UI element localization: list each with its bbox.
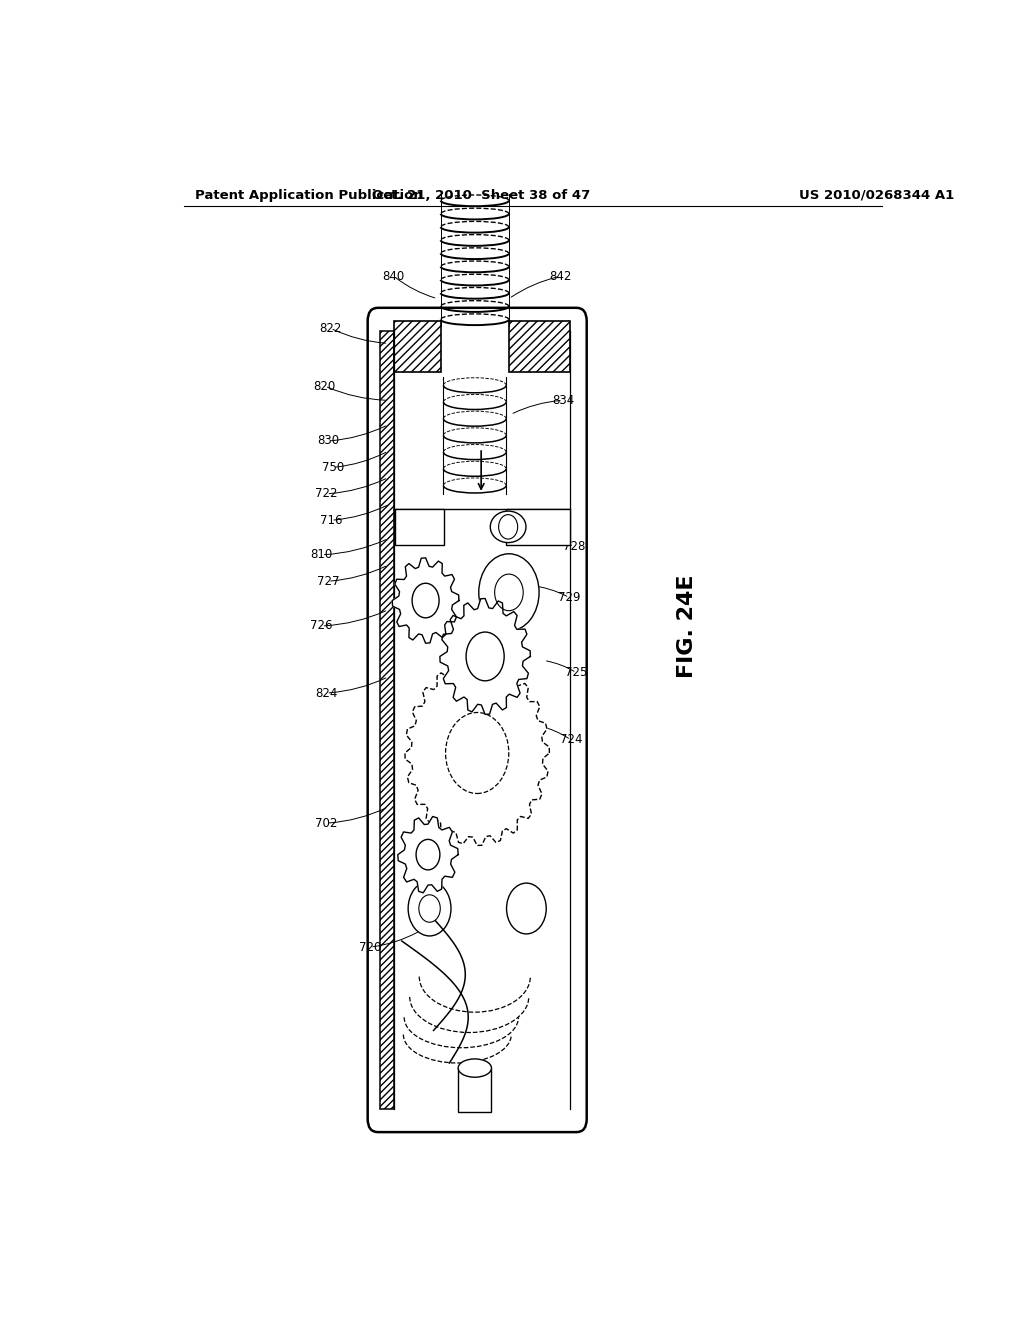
Text: 750: 750	[322, 461, 344, 474]
Bar	[395, 510, 444, 545]
Text: 724: 724	[559, 734, 582, 746]
Circle shape	[466, 632, 504, 681]
Text: 840: 840	[383, 269, 404, 282]
Text: 820: 820	[313, 380, 336, 392]
Text: 728: 728	[563, 540, 585, 553]
Circle shape	[416, 840, 440, 870]
Text: 727: 727	[316, 574, 339, 587]
Bar	[506, 510, 570, 545]
Polygon shape	[440, 598, 530, 714]
Circle shape	[419, 895, 440, 923]
Bar	[380, 331, 394, 1109]
Text: 842: 842	[549, 269, 571, 282]
Polygon shape	[404, 660, 550, 846]
Circle shape	[445, 713, 509, 793]
Text: Patent Application Publication: Patent Application Publication	[196, 189, 423, 202]
Circle shape	[499, 515, 518, 539]
Text: 720: 720	[358, 941, 381, 953]
Text: 729: 729	[558, 591, 581, 605]
Text: 702: 702	[315, 817, 338, 830]
Polygon shape	[397, 817, 458, 892]
Text: US 2010/0268344 A1: US 2010/0268344 A1	[799, 189, 953, 202]
Circle shape	[495, 574, 523, 611]
Bar	[509, 321, 570, 372]
Bar	[458, 1068, 492, 1111]
Polygon shape	[392, 558, 459, 643]
Text: 824: 824	[315, 686, 338, 700]
Text: 822: 822	[319, 322, 342, 335]
Bar	[380, 331, 394, 1109]
Text: 830: 830	[316, 434, 339, 447]
Text: 810: 810	[310, 548, 333, 561]
Ellipse shape	[490, 511, 526, 543]
Text: Oct. 21, 2010  Sheet 38 of 47: Oct. 21, 2010 Sheet 38 of 47	[372, 189, 590, 202]
Text: 834: 834	[552, 393, 574, 407]
Text: 726: 726	[310, 619, 333, 632]
Circle shape	[409, 880, 451, 936]
Text: 725: 725	[565, 667, 588, 680]
Circle shape	[412, 583, 439, 618]
Text: 722: 722	[315, 487, 338, 500]
Text: FIG. 24E: FIG. 24E	[678, 574, 697, 677]
Bar	[394, 321, 440, 372]
Circle shape	[479, 554, 539, 631]
Text: 716: 716	[319, 513, 342, 527]
FancyBboxPatch shape	[368, 308, 587, 1133]
Circle shape	[507, 883, 546, 935]
Ellipse shape	[458, 1059, 492, 1077]
